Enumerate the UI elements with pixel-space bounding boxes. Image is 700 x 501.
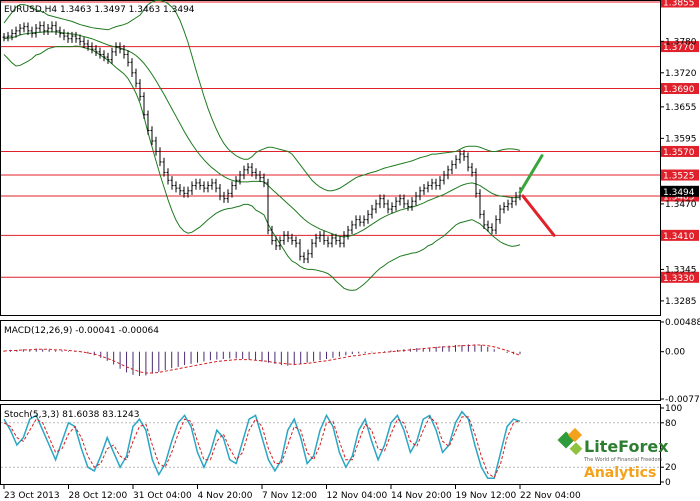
price-tick-label: 1.3720 xyxy=(665,69,697,79)
macd-layer: 0.00488 0.00 -0.00777 xyxy=(3,318,700,405)
x-tick-label: 19 Nov 12:00 xyxy=(456,491,517,501)
level-label: 1.3855 xyxy=(663,0,695,9)
level-label-bg xyxy=(661,169,699,181)
stoch-tick-label: 0 xyxy=(665,478,671,488)
level-label: 1.3525 xyxy=(663,172,695,182)
x-tick-label: 12 Nov 04:00 xyxy=(327,491,388,501)
level-label: 1.3690 xyxy=(663,85,695,95)
level-label-bg xyxy=(661,229,699,241)
x-tick-label: 22 Nov 04:00 xyxy=(520,491,581,501)
x-tick-label: 28 Oct 12:00 xyxy=(69,491,128,501)
level-label: 1.3770 xyxy=(663,43,695,53)
bb-lower-band xyxy=(3,45,521,291)
logo-brand: LiteForex xyxy=(584,437,669,456)
price-tick-label: 1.3285 xyxy=(665,297,697,307)
axis-layer: 23 Oct 2013 28 Oct 12:00 31 Oct 04:00 4 Nov… xyxy=(3,485,581,501)
level-label-bg xyxy=(661,83,699,95)
current-price-bg xyxy=(661,185,699,197)
x-tick-label: 31 Oct 04:00 xyxy=(133,491,192,501)
level-label-bg xyxy=(661,0,699,8)
level-label: 1.3330 xyxy=(663,274,695,284)
level-label: 1.3410 xyxy=(663,232,695,242)
macd-tick-label: 0.00488 xyxy=(665,318,700,328)
x-tick-label: 14 Nov 20:00 xyxy=(391,491,452,501)
price-tick-label: 1.3780 xyxy=(665,37,697,47)
level-label-bg xyxy=(661,271,699,283)
bb-upper-band xyxy=(3,0,521,192)
price-tick-label: 1.3595 xyxy=(665,134,697,144)
bb-middle-band xyxy=(3,31,520,238)
x-tick-label: 23 Oct 2013 xyxy=(4,491,60,501)
stoch-panel-title: Stoch(5,3,3) 81.6038 83.1243 xyxy=(4,410,139,420)
stoch-layer: 100 80 20 0 xyxy=(1,404,682,488)
stoch-main-line xyxy=(3,410,521,480)
level-label: 1.3570 xyxy=(663,148,695,158)
macd-tick-label: 0.00 xyxy=(665,348,685,358)
macd-tick-label: -0.00777 xyxy=(665,395,700,405)
level-label-bg xyxy=(661,145,699,157)
level-label: 1.3485 xyxy=(663,193,695,203)
macd-signal-line xyxy=(3,344,521,374)
macd-panel-title: MACD(12,26,9) -0.00041 -0.00064 xyxy=(4,326,159,336)
logo-product: Analytics xyxy=(584,465,656,481)
logo-tagline: The World of Financial Freedom xyxy=(583,457,663,463)
level-label-bg xyxy=(661,41,699,53)
price-panel-title: EURUSD,H4 1.3463 1.3497 1.3463 1.3494 xyxy=(4,5,195,15)
current-price-label: 1.3494 xyxy=(663,188,695,198)
x-tick-label: 4 Nov 20:00 xyxy=(198,491,253,501)
forecast-down-arrow xyxy=(521,194,556,237)
price-layer: 1.38551.37701.36901.35701.35251.34851.34… xyxy=(1,0,699,307)
forecast-up-arrow xyxy=(518,154,544,194)
stoch-tick-label: 100 xyxy=(665,404,682,414)
stoch-tick-label: 80 xyxy=(665,419,677,429)
stoch-tick-label: 20 xyxy=(665,463,677,473)
x-tick-label: 7 Nov 12:00 xyxy=(262,491,317,501)
price-tick-label: 1.3345 xyxy=(665,265,697,275)
price-tick-label: 1.3470 xyxy=(665,200,697,210)
liteforex-logo: LiteForex The World of Financial Freedom… xyxy=(557,427,669,481)
price-tick-label: 1.3655 xyxy=(665,103,697,113)
price-panel-frame xyxy=(0,0,661,316)
